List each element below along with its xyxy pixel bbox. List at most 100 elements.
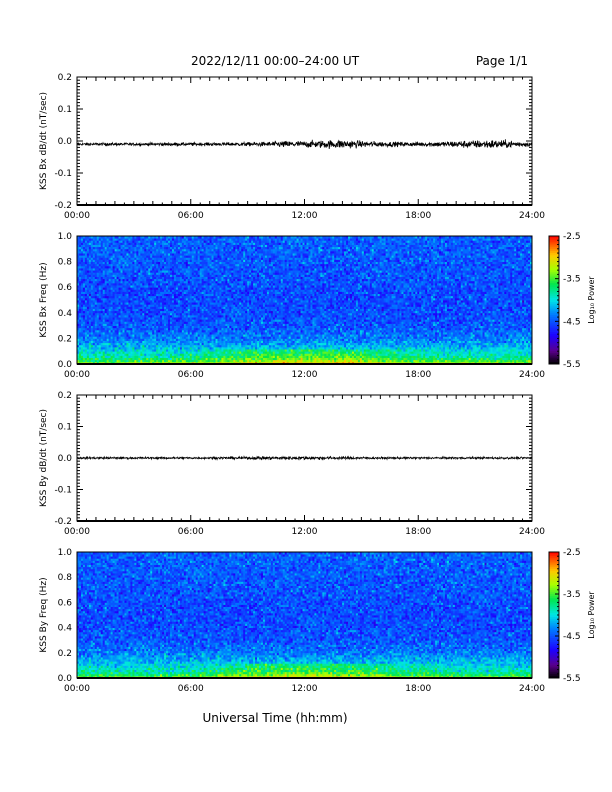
spectrogram-cell xyxy=(411,355,414,358)
spectrogram-cell xyxy=(255,359,258,363)
spectrogram-cell xyxy=(508,357,511,361)
spectrogram-cell xyxy=(177,349,181,352)
spectrogram-cell xyxy=(239,349,242,352)
spectrogram-cell xyxy=(409,359,412,363)
spectrogram-cell xyxy=(367,346,371,350)
spectrogram-cell xyxy=(136,349,139,352)
spectrogram-cell xyxy=(187,349,191,352)
spectrogram-cell xyxy=(207,349,210,352)
spectrogram-cell xyxy=(456,355,460,358)
spectrogram-cell xyxy=(132,357,135,361)
spectrogram-cell xyxy=(466,353,470,356)
spectrogram-cell xyxy=(166,346,169,350)
spectrogram-cell xyxy=(284,349,288,352)
spectrogram-cell xyxy=(397,355,400,358)
spectrogram-cell xyxy=(448,351,452,354)
spectrogram-cell xyxy=(215,351,218,354)
spectrogram-cell xyxy=(446,346,450,350)
spectrogram-cell xyxy=(262,355,266,358)
spectrogram-cell xyxy=(375,357,379,361)
spectrogram-cell xyxy=(278,359,282,363)
spectrogram-cell xyxy=(367,353,371,356)
spectrogram-cell xyxy=(142,351,145,354)
spectrogram-cell xyxy=(316,351,319,354)
spectrogram-cell xyxy=(177,353,181,356)
spectrogram-cell xyxy=(298,353,301,356)
spectrogram-cell xyxy=(480,349,483,352)
spectrogram-cell xyxy=(219,357,222,361)
spectrogram-cell xyxy=(486,346,489,350)
spectrogram-cell xyxy=(156,346,159,350)
spectrogram-cell xyxy=(243,351,246,354)
spectrogram-cell xyxy=(173,357,177,361)
spectrogram-cell xyxy=(314,353,317,356)
spectrogram-cell xyxy=(306,359,309,363)
spectrogram-cell xyxy=(134,353,137,356)
spectrogram-cell xyxy=(361,353,365,356)
spectrogram-cell xyxy=(98,346,102,350)
spectrogram-cell xyxy=(278,353,282,356)
spectrogram-cell xyxy=(243,355,246,358)
spectrogram-cell xyxy=(148,359,151,363)
spectrogram-cell xyxy=(82,355,86,358)
x-tick-label: 12:00 xyxy=(292,211,318,221)
spectrogram-cell xyxy=(86,349,90,352)
spectrogram-cell xyxy=(152,359,155,363)
spectrogram-cell xyxy=(181,351,185,354)
spectrogram-cell xyxy=(514,351,517,354)
spectrogram-cell xyxy=(361,346,365,350)
spectrogram-cell xyxy=(442,351,446,354)
spectrogram-cell xyxy=(112,353,115,356)
spectrogram-cell xyxy=(191,351,195,354)
spectrogram-cell xyxy=(419,357,422,361)
spectrogram-cell xyxy=(452,359,456,363)
spectrogram-cell xyxy=(514,346,517,350)
spectrogram-cell xyxy=(371,355,375,358)
spectrogram-cell xyxy=(90,355,94,358)
spectrogram-cell xyxy=(168,351,171,354)
spectrogram-cell xyxy=(106,357,110,361)
spectrogram-cell xyxy=(480,351,483,354)
spectrogram-cell xyxy=(351,353,355,356)
spectrogram-cell xyxy=(189,355,193,358)
spectrogram-cell xyxy=(425,357,428,361)
spectrogram-cell xyxy=(476,346,479,350)
spectrogram-cell xyxy=(286,359,290,363)
spectrogram-cell xyxy=(78,349,82,352)
spectrogram-cell xyxy=(446,351,450,354)
spectrogram-cell xyxy=(272,353,276,356)
spectrogram-cell xyxy=(257,351,260,354)
spectrogram-cell xyxy=(130,346,133,350)
spectrogram-cell xyxy=(427,357,430,361)
spectrogram-cell xyxy=(522,355,525,358)
spectrogram-cell xyxy=(274,351,278,354)
spectrogram-cell xyxy=(84,351,88,354)
spectrogram-cell xyxy=(142,346,145,350)
spectrogram-cell xyxy=(122,353,125,356)
spectrogram-cell xyxy=(342,353,345,356)
spectrogram-cell xyxy=(140,359,143,363)
spectrogram-cell xyxy=(383,346,387,350)
spectrogram-cell xyxy=(361,359,365,363)
spectrogram-cell xyxy=(302,346,305,350)
spectrogram-cell xyxy=(494,351,497,354)
spectrogram-cell xyxy=(460,357,464,361)
spectrogram-cell xyxy=(264,346,268,350)
spectrogram-cell xyxy=(512,357,515,361)
spectrogram-cell xyxy=(348,351,351,354)
spectrogram-cell xyxy=(516,351,519,354)
spectrogram-cell xyxy=(98,355,102,358)
spectrogram-cell xyxy=(251,349,254,352)
spectrogram-cell xyxy=(152,346,155,350)
spectrogram-cell xyxy=(312,355,315,358)
spectrogram-cell xyxy=(429,346,432,350)
spectrogram-cell xyxy=(296,351,299,354)
spectrogram-cell xyxy=(82,357,86,361)
spectrogram-cell xyxy=(274,349,278,352)
spectrogram-cell xyxy=(361,349,365,352)
y-axis-title: KSS Bx dB/dt (nT/sec) xyxy=(39,92,49,190)
spectrogram-cell xyxy=(423,355,426,358)
spectrogram-cell xyxy=(86,351,90,354)
spectrogram-cell xyxy=(512,359,515,363)
spectrogram-cell xyxy=(140,357,143,361)
